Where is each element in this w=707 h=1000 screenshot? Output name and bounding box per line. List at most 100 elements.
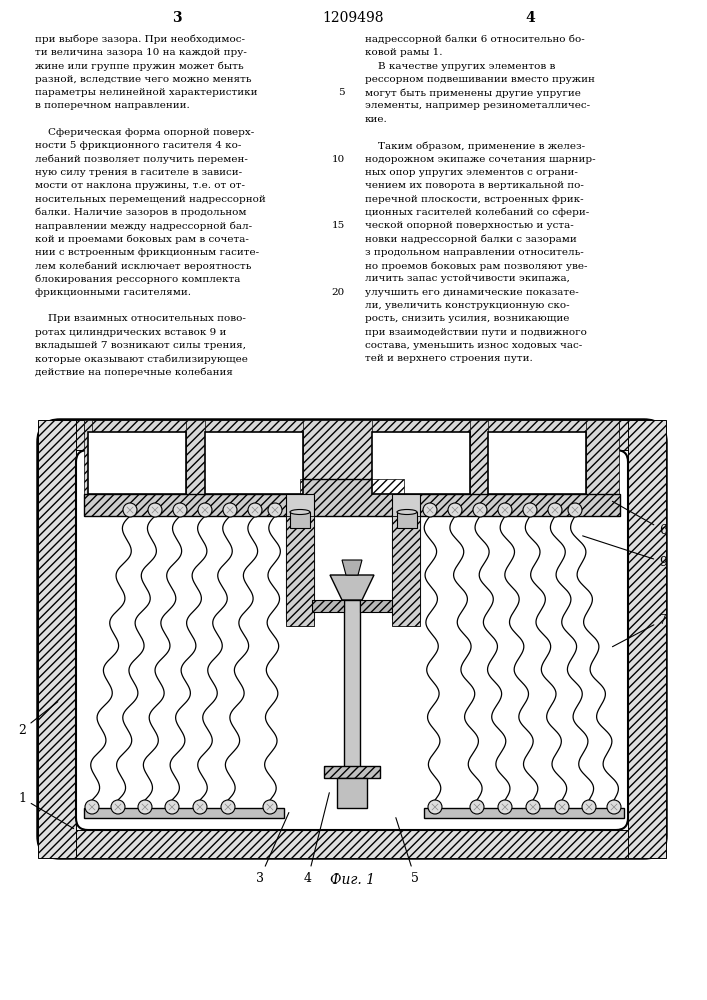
- Circle shape: [248, 503, 262, 517]
- Circle shape: [148, 503, 162, 517]
- Text: при выборе зазора. При необходимос-: при выборе зазора. При необходимос-: [35, 35, 245, 44]
- Bar: [286, 494, 314, 619]
- Bar: [324, 766, 380, 778]
- Polygon shape: [342, 560, 362, 575]
- Text: надрессорной балки 6 относительно бо-: надрессорной балки 6 относительно бо-: [365, 35, 585, 44]
- Circle shape: [498, 800, 512, 814]
- Bar: [488, 432, 586, 494]
- Text: разной, вследствие чего можно менять: разной, вследствие чего можно менять: [35, 75, 252, 84]
- Text: улучшить его динамические показате-: улучшить его динамические показате-: [365, 288, 579, 297]
- Bar: [424, 808, 624, 818]
- Text: 10: 10: [332, 155, 345, 164]
- Text: 1: 1: [18, 792, 74, 829]
- Text: В качестве упругих элементов в: В качестве упругих элементов в: [365, 62, 556, 71]
- Text: при взаимодействии пути и подвижного: при взаимодействии пути и подвижного: [365, 328, 587, 337]
- Circle shape: [526, 800, 540, 814]
- Text: перечной плоскости, встроенных фрик-: перечной плоскости, встроенных фрик-: [365, 195, 583, 204]
- Text: элементы, например резинометалличес-: элементы, например резинометалличес-: [365, 102, 590, 110]
- Text: нии с встроенным фрикционным гасите-: нии с встроенным фрикционным гасите-: [35, 248, 259, 257]
- Text: носительных перемещений надрессорной: носительных перемещений надрессорной: [35, 195, 266, 204]
- Bar: [400, 494, 620, 516]
- Text: личить запас устойчивости экипажа,: личить запас устойчивости экипажа,: [365, 274, 570, 283]
- Text: в поперечном направлении.: в поперечном направлении.: [35, 102, 189, 110]
- Text: ных опор упругих элементов с ограни-: ных опор упругих элементов с ограни-: [365, 168, 578, 177]
- Text: 9: 9: [583, 536, 667, 568]
- Circle shape: [198, 503, 212, 517]
- FancyBboxPatch shape: [76, 450, 628, 830]
- Text: лем колебаний исключает вероятность: лем колебаний исключает вероятность: [35, 261, 252, 271]
- Circle shape: [607, 800, 621, 814]
- Text: 4: 4: [525, 11, 535, 25]
- Circle shape: [223, 503, 237, 517]
- Text: 4: 4: [304, 793, 329, 884]
- Text: 3: 3: [256, 813, 289, 884]
- Bar: [324, 766, 380, 778]
- Bar: [360, 600, 392, 612]
- Text: Фиг. 1: Фиг. 1: [330, 873, 375, 887]
- Text: 15: 15: [332, 221, 345, 230]
- Bar: [50, 420, 654, 450]
- Bar: [50, 830, 654, 858]
- Bar: [84, 808, 284, 818]
- Bar: [286, 516, 314, 626]
- Bar: [205, 432, 303, 494]
- Text: новки надрессорной балки с зазорами: новки надрессорной балки с зазорами: [365, 234, 577, 244]
- Circle shape: [473, 503, 487, 517]
- Text: ционных гасителей колебаний со сфери-: ционных гасителей колебаний со сфери-: [365, 208, 589, 217]
- Bar: [84, 420, 619, 434]
- Ellipse shape: [290, 510, 310, 514]
- Text: чением их поворота в вертикальной по-: чением их поворота в вертикальной по-: [365, 181, 584, 190]
- Text: ковой рамы 1.: ковой рамы 1.: [365, 48, 443, 57]
- Text: ную силу трения в гасителе в зависи-: ную силу трения в гасителе в зависи-: [35, 168, 242, 177]
- Bar: [303, 420, 372, 494]
- Circle shape: [193, 800, 207, 814]
- Text: 5: 5: [339, 88, 345, 97]
- Text: ческой опорной поверхностью и уста-: ческой опорной поверхностью и уста-: [365, 221, 574, 230]
- Circle shape: [448, 503, 462, 517]
- Text: Сферическая форма опорной поверх-: Сферическая форма опорной поверх-: [35, 128, 255, 137]
- Text: балки. Наличие зазоров в продольном: балки. Наличие зазоров в продольном: [35, 208, 247, 217]
- Circle shape: [582, 800, 596, 814]
- Circle shape: [123, 503, 137, 517]
- Text: 3: 3: [173, 11, 182, 25]
- Circle shape: [548, 503, 562, 517]
- Circle shape: [568, 503, 582, 517]
- Text: направлении между надрессорной бал-: направлении между надрессорной бал-: [35, 221, 252, 231]
- Text: параметры нелинейной характеристики: параметры нелинейной характеристики: [35, 88, 257, 97]
- Circle shape: [423, 503, 437, 517]
- Bar: [628, 420, 666, 858]
- Text: мости от наклона пружины, т.е. от от-: мости от наклона пружины, т.е. от от-: [35, 181, 245, 190]
- Circle shape: [111, 800, 125, 814]
- Text: 6: 6: [612, 501, 667, 536]
- Text: рость, снизить усилия, возникающие: рость, снизить усилия, возникающие: [365, 314, 569, 323]
- Text: действие на поперечные колебания: действие на поперечные колебания: [35, 367, 233, 377]
- Text: состава, уменьшить износ ходовых час-: состава, уменьшить износ ходовых час-: [365, 341, 583, 350]
- Circle shape: [85, 800, 99, 814]
- Text: жине или группе пружин может быть: жине или группе пружин может быть: [35, 62, 244, 71]
- Text: могут быть применены другие упругие: могут быть применены другие упругие: [365, 88, 581, 98]
- Bar: [312, 600, 344, 612]
- Circle shape: [555, 800, 569, 814]
- Circle shape: [268, 503, 282, 517]
- Text: которые оказывают стабилизирующее: которые оказывают стабилизирующее: [35, 354, 248, 364]
- Circle shape: [138, 800, 152, 814]
- Text: тей и верхнего строения пути.: тей и верхнего строения пути.: [365, 354, 533, 363]
- Text: ти величина зазора 10 на каждой пру-: ти величина зазора 10 на каждой пру-: [35, 48, 247, 57]
- Text: вкладышей 7 возникают силы трения,: вкладышей 7 возникают силы трения,: [35, 341, 246, 350]
- Bar: [290, 512, 310, 528]
- Text: При взаимных относительных пово-: При взаимных относительных пово-: [35, 314, 246, 323]
- Text: 2: 2: [18, 702, 58, 736]
- Text: Таким образом, применение в желез-: Таким образом, применение в желез-: [365, 141, 585, 151]
- Circle shape: [428, 800, 442, 814]
- Text: но проемов боковых рам позволяют уве-: но проемов боковых рам позволяют уве-: [365, 261, 588, 271]
- Circle shape: [263, 800, 277, 814]
- Ellipse shape: [397, 510, 417, 514]
- Text: кой и проемами боковых рам в сочета-: кой и проемами боковых рам в сочета-: [35, 234, 249, 244]
- Text: фрикционными гасителями.: фрикционными гасителями.: [35, 288, 191, 297]
- Circle shape: [523, 503, 537, 517]
- Text: з продольном направлении относитель-: з продольном направлении относитель-: [365, 248, 584, 257]
- Bar: [337, 778, 367, 808]
- Bar: [88, 432, 186, 494]
- Bar: [84, 494, 304, 516]
- Bar: [312, 600, 344, 612]
